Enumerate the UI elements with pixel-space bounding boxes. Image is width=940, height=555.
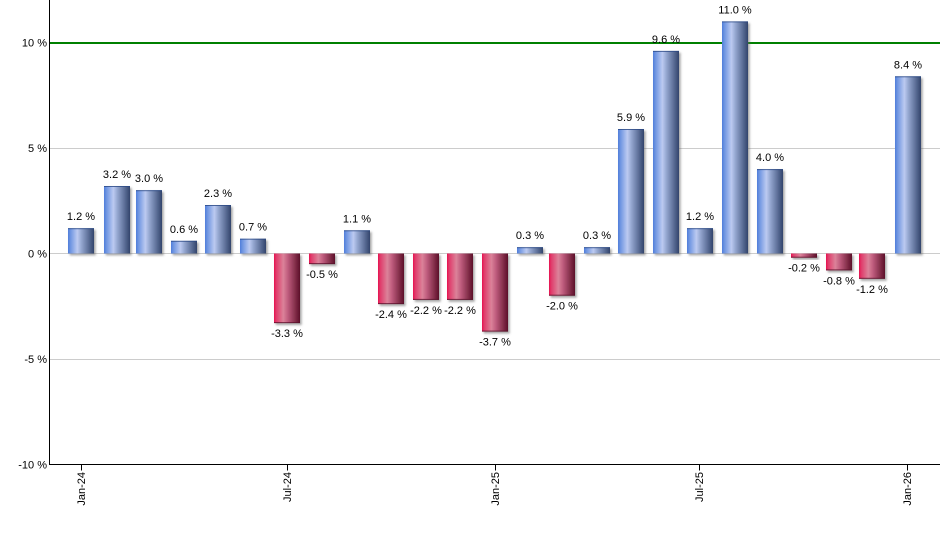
svg-text:0.3 %: 0.3 % [583, 230, 611, 242]
svg-text:1.2 %: 1.2 % [67, 211, 95, 223]
svg-text:-0.8 %: -0.8 % [823, 275, 855, 287]
svg-text:4.0 %: 4.0 % [756, 152, 784, 164]
svg-text:-10 %: -10 % [18, 460, 47, 472]
svg-text:-2.4 %: -2.4 % [375, 309, 407, 321]
svg-text:11.0 %: 11.0 % [718, 4, 752, 16]
svg-text:5.9 %: 5.9 % [617, 112, 645, 124]
svg-text:-3.3 %: -3.3 % [271, 328, 303, 340]
svg-text:0.3 %: 0.3 % [516, 230, 544, 242]
svg-text:1.2 %: 1.2 % [686, 211, 714, 223]
svg-text:Jan-24: Jan-24 [76, 472, 88, 506]
svg-text:10 %: 10 % [22, 38, 47, 50]
svg-text:-0.5 %: -0.5 % [306, 269, 338, 281]
svg-text:3.0 %: 3.0 % [135, 173, 163, 185]
svg-text:0.6 %: 0.6 % [170, 224, 198, 236]
svg-text:Jan-26: Jan-26 [902, 472, 914, 506]
svg-text:5 %: 5 % [28, 143, 47, 155]
svg-text:Jan-25: Jan-25 [490, 472, 502, 506]
svg-text:-2.0 %: -2.0 % [546, 301, 578, 313]
svg-text:-5 %: -5 % [24, 354, 47, 366]
svg-text:1.1 %: 1.1 % [343, 213, 371, 225]
svg-text:3.2 %: 3.2 % [103, 169, 131, 181]
svg-text:-0.2 %: -0.2 % [788, 263, 820, 275]
svg-text:0 %: 0 % [28, 249, 47, 261]
svg-text:8.4 %: 8.4 % [894, 59, 922, 71]
svg-text:Jul-24: Jul-24 [282, 472, 294, 502]
svg-text:-2.2 %: -2.2 % [444, 305, 476, 317]
svg-text:2.3 %: 2.3 % [204, 188, 232, 200]
svg-text:Jul-25: Jul-25 [694, 472, 706, 502]
svg-text:-2.2 %: -2.2 % [410, 305, 442, 317]
svg-text:-3.7 %: -3.7 % [479, 337, 511, 349]
svg-text:9.6 %: 9.6 % [652, 34, 680, 46]
svg-text:0.7 %: 0.7 % [239, 222, 267, 234]
svg-text:-1.2 %: -1.2 % [856, 284, 888, 296]
